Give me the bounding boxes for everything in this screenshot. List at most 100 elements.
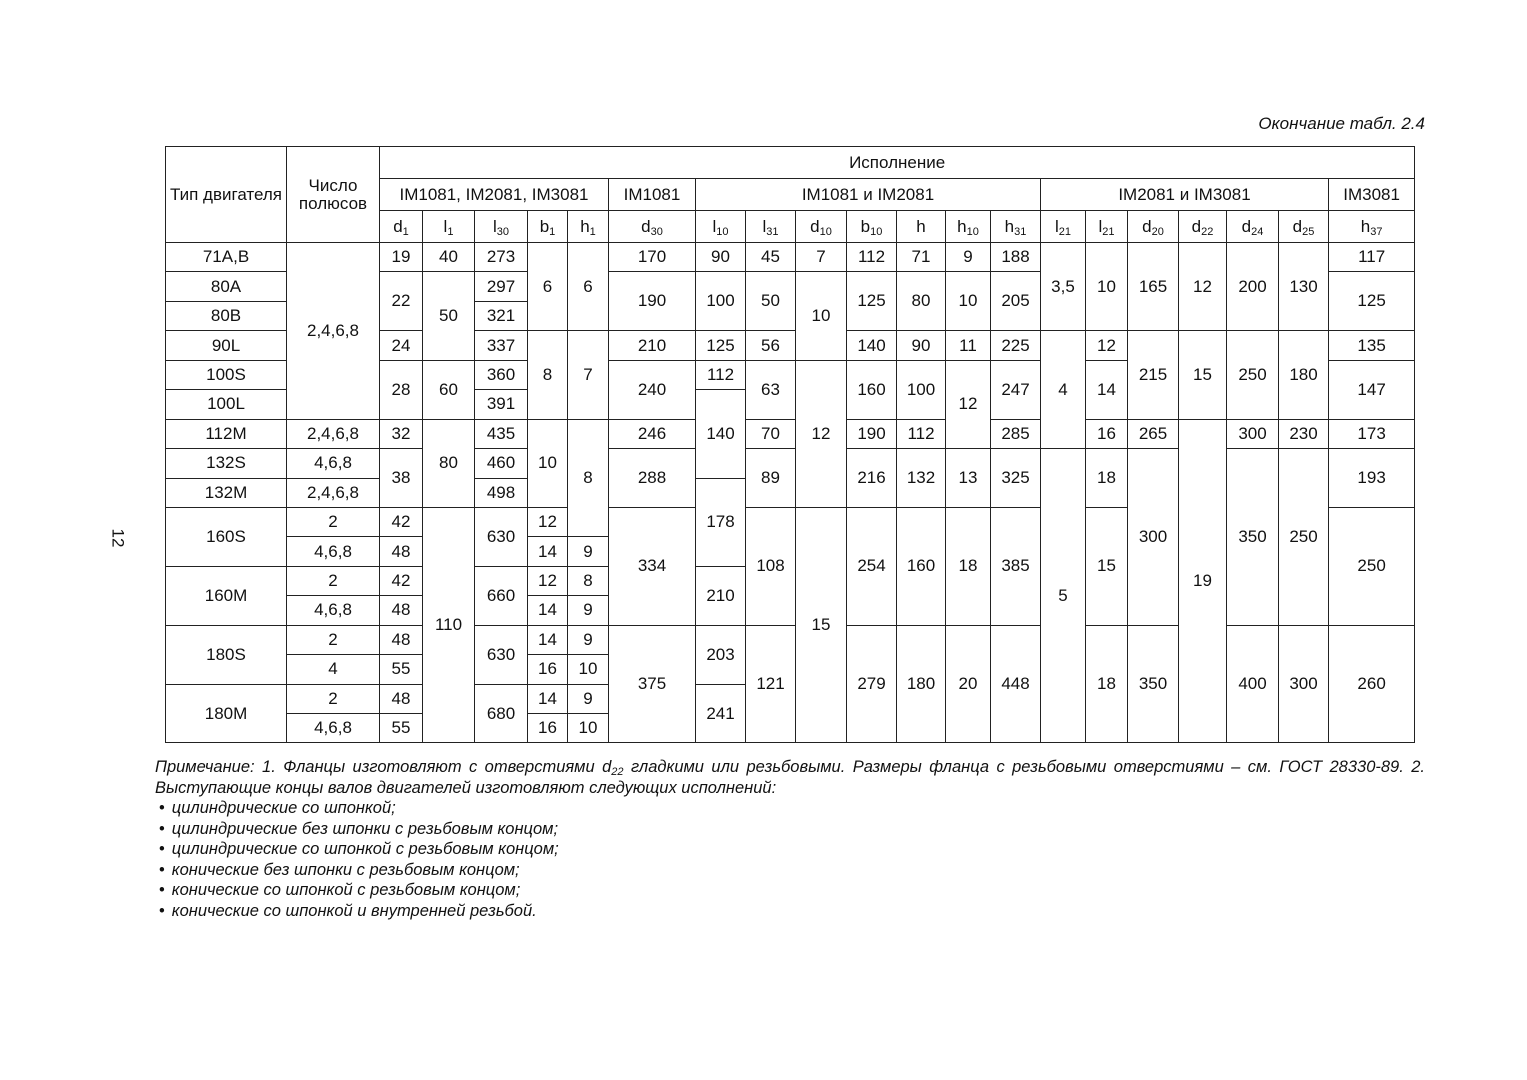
header-motor-type: Тип двигателя: [165, 146, 287, 243]
param-symbol: h: [1360, 216, 1371, 236]
poles-cell: 4,6,8: [286, 712, 380, 744]
value-cell: 112: [695, 359, 746, 391]
list-item: конические без шпонки с резьбовым концом…: [155, 860, 1425, 881]
value-cell: 288: [608, 448, 696, 508]
value-cell: 300: [1226, 418, 1279, 450]
header-param: b10: [846, 210, 897, 243]
value-cell: 279: [846, 624, 897, 744]
value-cell: 246: [608, 418, 696, 450]
value-cell: 400: [1226, 624, 1279, 744]
motor-type-cell: 180S: [165, 624, 287, 685]
value-cell: 9: [567, 595, 609, 626]
value-cell: 16: [1085, 418, 1128, 450]
value-cell: 48: [379, 595, 423, 626]
poles-cell: 2: [286, 683, 380, 715]
value-cell: 140: [695, 389, 746, 479]
note-symbol-subscript: 22: [611, 766, 624, 778]
motor-type-cell: 132M: [165, 477, 287, 508]
value-cell: 40: [422, 241, 475, 273]
value-cell: 9: [567, 683, 609, 715]
param-symbol: d: [1142, 216, 1152, 236]
value-cell: 230: [1278, 418, 1329, 450]
table-row: 112M 2,4,6,8 32 80 435 10 8 246 70 190 112 285 16 265…: [165, 418, 1416, 744]
value-cell: 190: [846, 418, 897, 450]
table-row: 4,6,8 55 16 10: [166, 712, 1415, 744]
value-cell: 250: [1226, 330, 1279, 420]
motor-type-cell: 100S: [165, 359, 287, 391]
value-cell: 203: [695, 624, 746, 685]
value-cell: 3,5: [1040, 241, 1086, 332]
value-cell: 55: [379, 654, 423, 685]
value-cell: 375: [608, 624, 696, 744]
value-cell: 247: [990, 359, 1041, 420]
param-subscript: 31: [766, 225, 779, 238]
value-cell: 24: [379, 330, 423, 361]
param-symbol: d: [1191, 216, 1202, 236]
value-cell: 193: [1327, 448, 1416, 508]
value-cell: 110: [422, 506, 475, 744]
value-cell: 6: [567, 241, 609, 332]
header-group: IM1081, IM2081, IM3081: [379, 178, 609, 211]
value-cell: 100: [896, 359, 946, 420]
value-cell: 112: [846, 241, 897, 273]
value-cell: 80: [896, 271, 946, 332]
header-param: l31: [745, 210, 796, 243]
motor-type-cell: 160M: [165, 565, 287, 626]
value-cell: 8: [527, 330, 568, 420]
param-subscript: 24: [1251, 225, 1264, 238]
param-symbol: b: [860, 216, 871, 236]
value-cell: 56: [745, 330, 796, 361]
param-symbol: l: [492, 216, 497, 236]
value-cell: 216: [846, 448, 897, 508]
value-cell: 10: [1085, 241, 1128, 332]
value-cell: 42: [379, 506, 423, 538]
table-continuation-caption: Окончание табл. 2.4: [1258, 114, 1425, 133]
value-cell: 16: [527, 654, 568, 685]
param-symbol: l: [712, 216, 717, 236]
param-symbol: b: [539, 216, 550, 236]
list-item: конические со шпонкой с резьбовым концом…: [155, 880, 1425, 901]
value-cell: 210: [608, 330, 696, 361]
value-cell: 20: [945, 624, 991, 744]
motor-type-cell: 80B: [165, 300, 287, 332]
table-row: 80A 22 50 297 190 100 50 10 125 80 10 205 125: [165, 271, 1416, 361]
header-param: d24: [1226, 210, 1279, 243]
header-poles: Число полюсов: [286, 146, 380, 243]
value-cell: 180: [1278, 330, 1329, 420]
value-cell: 173: [1327, 418, 1416, 450]
value-cell: 240: [608, 359, 696, 420]
param-subscript: 21: [1102, 225, 1115, 238]
param-subscript: 30: [650, 225, 663, 238]
header-param: d10: [795, 210, 847, 243]
value-cell: 11: [945, 330, 991, 361]
value-cell: 9: [567, 624, 609, 656]
list-item: цилиндрические со шпонкой;: [155, 798, 1425, 819]
value-cell: 165: [1127, 241, 1179, 332]
poles-cell: 2: [286, 624, 380, 656]
header-group: IM1081: [608, 178, 696, 211]
value-cell: 321: [474, 300, 528, 332]
value-cell: 190: [608, 271, 696, 332]
param-symbol: d: [1292, 216, 1303, 236]
header-param: h37: [1327, 210, 1416, 243]
value-cell: 48: [379, 683, 423, 715]
value-cell: 18: [1085, 448, 1128, 508]
value-cell: 460: [474, 448, 528, 479]
value-cell: 498: [474, 477, 528, 508]
table-row: 180M 2 48 680 14 9 241: [165, 683, 1415, 744]
value-cell: 180: [896, 624, 946, 744]
table-row: 100L 391 140: [165, 389, 1415, 479]
value-cell: 100: [695, 271, 746, 332]
value-cell: 14: [527, 683, 568, 715]
value-cell: 160: [846, 359, 897, 420]
value-cell: 42: [379, 565, 423, 597]
header-param: l21: [1085, 210, 1128, 243]
motor-type-cell: 160S: [165, 506, 287, 567]
value-cell: 660: [474, 565, 528, 626]
motor-type-cell: 80A: [165, 271, 287, 302]
value-cell: 215: [1127, 330, 1179, 420]
value-cell: 14: [1085, 359, 1128, 420]
table-row: 180S 2 48 630 14 9 375 203 121 279 180 20 448 18 350 40…: [165, 624, 1416, 744]
value-cell: 89: [745, 448, 796, 508]
value-cell: 15: [795, 506, 847, 744]
